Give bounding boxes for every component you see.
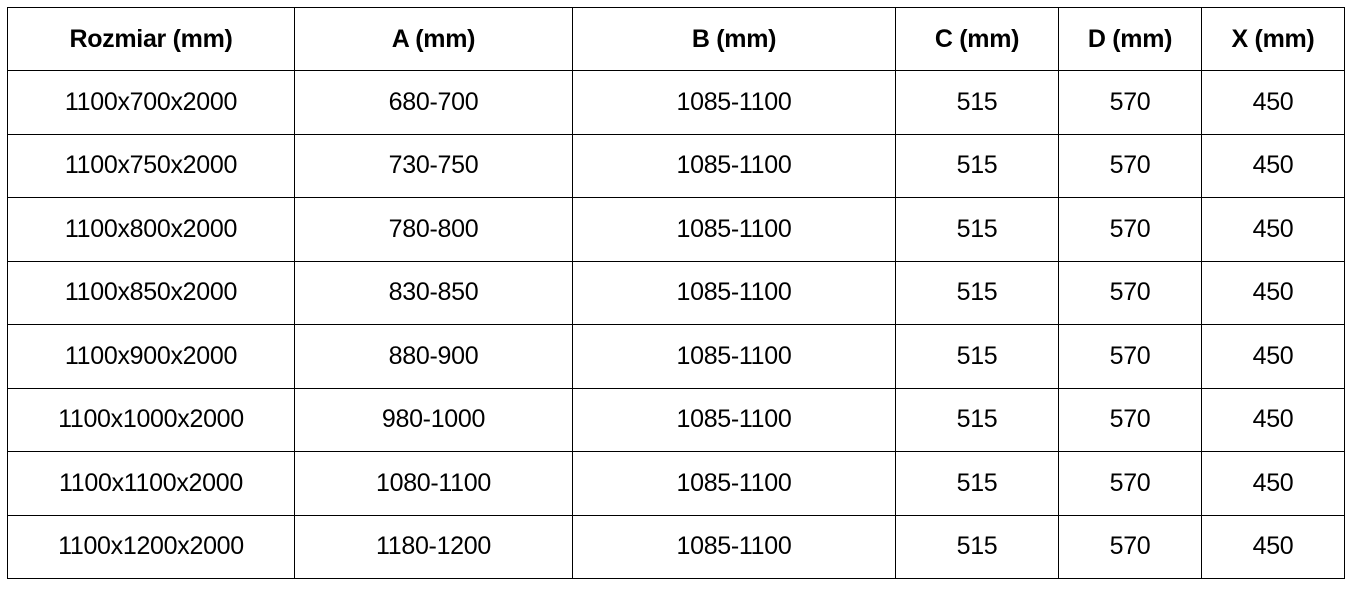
table-cell: 1100x900x2000 <box>7 324 295 389</box>
table-cell: 1080-1100 <box>294 451 573 516</box>
column-header: A (mm) <box>294 7 573 71</box>
table-cell: 450 <box>1201 133 1345 198</box>
table-cell: 880-900 <box>294 324 573 389</box>
table-cell: 730-750 <box>294 133 573 198</box>
column-header: X (mm) <box>1201 7 1345 71</box>
table-cell: 515 <box>895 451 1059 516</box>
table-cell: 450 <box>1201 197 1345 262</box>
table-cell: 1100x1200x2000 <box>7 514 295 579</box>
table-cell: 570 <box>1058 324 1202 389</box>
table-cell: 450 <box>1201 387 1345 452</box>
table-cell: 1085-1100 <box>572 133 896 198</box>
table-cell: 450 <box>1201 324 1345 389</box>
table-cell: 1085-1100 <box>572 324 896 389</box>
table-cell: 1180-1200 <box>294 514 573 579</box>
table-cell: 1100x1100x2000 <box>7 451 295 516</box>
table-cell: 515 <box>895 387 1059 452</box>
column-header: B (mm) <box>572 7 896 71</box>
table-cell: 515 <box>895 260 1059 325</box>
table-cell: 1085-1100 <box>572 514 896 579</box>
table-cell: 515 <box>895 514 1059 579</box>
table-cell: 515 <box>895 70 1059 135</box>
table-cell: 570 <box>1058 197 1202 262</box>
table-row: 1100x800x2000 780-800 1085-1100 515 570 450 <box>7 197 1345 262</box>
table-cell: 1100x700x2000 <box>7 70 295 135</box>
table-cell: 570 <box>1058 260 1202 325</box>
table-cell: 515 <box>895 324 1059 389</box>
table-cell: 570 <box>1058 387 1202 452</box>
table-cell: 830-850 <box>294 260 573 325</box>
table-cell: 1100x750x2000 <box>7 133 295 198</box>
table-cell: 450 <box>1201 260 1345 325</box>
table-cell: 1085-1100 <box>572 70 896 135</box>
table-cell: 450 <box>1201 451 1345 516</box>
table-row: 1100x700x2000 680-700 1085-1100 515 570 450 <box>7 70 1345 135</box>
table-row: 1100x750x2000 730-750 1085-1100 515 570 450 <box>7 133 1345 198</box>
column-header: D (mm) <box>1058 7 1202 71</box>
table-row: 1100x1200x2000 1180-1200 1085-1100 515 570 45… <box>7 514 1345 579</box>
table-cell: 1085-1100 <box>572 260 896 325</box>
table-cell: 1085-1100 <box>572 451 896 516</box>
table-cell: 450 <box>1201 70 1345 135</box>
table-row: 1100x900x2000 880-900 1085-1100 515 570 450 <box>7 324 1345 389</box>
table-row: 1100x850x2000 830-850 1085-1100 515 570 450 <box>7 260 1345 325</box>
table-cell: 570 <box>1058 514 1202 579</box>
table-cell: 680-700 <box>294 70 573 135</box>
table-cell: 1085-1100 <box>572 387 896 452</box>
table-cell: 780-800 <box>294 197 573 262</box>
table-row: 1100x1000x2000 980-1000 1085-1100 515 570 450 <box>7 387 1345 452</box>
table-cell: 570 <box>1058 133 1202 198</box>
column-header: C (mm) <box>895 7 1059 71</box>
table-cell: 980-1000 <box>294 387 573 452</box>
table-cell: 515 <box>895 133 1059 198</box>
table-cell: 450 <box>1201 514 1345 579</box>
table-cell: 1100x800x2000 <box>7 197 295 262</box>
table-cell: 570 <box>1058 451 1202 516</box>
dimensions-table: Rozmiar (mm) A (mm) B (mm) C (mm) D (mm) X (m… <box>7 7 1345 579</box>
table-cell: 1100x850x2000 <box>7 260 295 325</box>
header-row: Rozmiar (mm) A (mm) B (mm) C (mm) D (mm) X (m… <box>7 7 1345 71</box>
table-row: 1100x1100x2000 1080-1100 1085-1100 515 570 45… <box>7 451 1345 516</box>
table-cell: 1085-1100 <box>572 197 896 262</box>
column-header: Rozmiar (mm) <box>7 7 295 71</box>
table-cell: 515 <box>895 197 1059 262</box>
table-cell: 570 <box>1058 70 1202 135</box>
table-cell: 1100x1000x2000 <box>7 387 295 452</box>
